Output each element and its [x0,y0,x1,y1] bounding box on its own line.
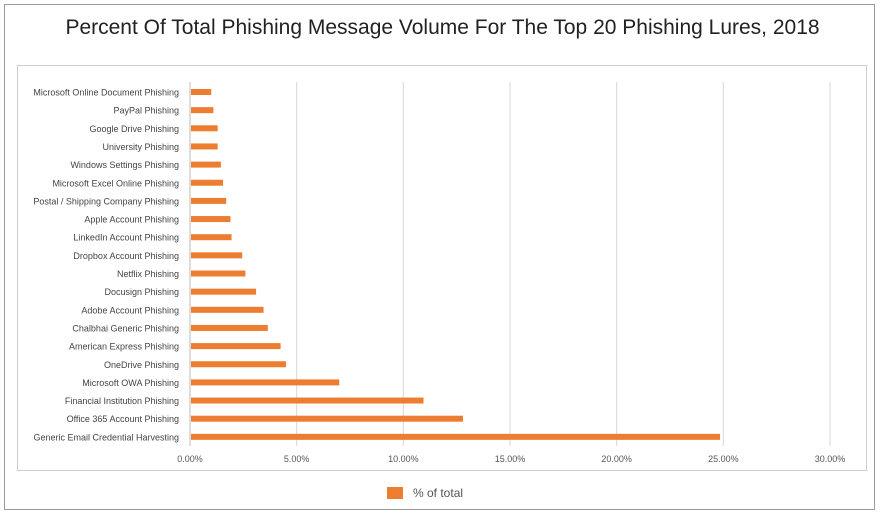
x-tick-label: 30.00% [815,454,846,464]
bar [191,270,246,277]
category-label: LinkedIn Account Phishing [73,233,179,243]
category-label: Docusign Phishing [104,287,179,297]
category-label: Generic Email Credential Harvesting [33,432,179,442]
category-label: Microsoft OWA Phishing [82,378,179,388]
category-label: Apple Account Phishing [84,215,179,225]
category-label: Windows Settings Phishing [70,160,179,170]
bar [191,125,218,132]
category-label: Netflix Phishing [117,269,179,279]
category-label: Dropbox Account Phishing [73,251,179,261]
x-tick-label: 20.00% [601,454,632,464]
bar [191,415,463,422]
category-label: Office 365 Account Phishing [67,414,179,424]
bar [191,433,721,440]
bar [191,343,281,350]
category-label: Microsoft Online Document Phishing [33,88,179,98]
category-label: Postal / Shipping Company Phishing [33,196,179,206]
category-label: American Express Phishing [69,342,179,352]
category-label: Chalbhai Generic Phishing [72,323,179,333]
bar [191,107,214,114]
bar [191,143,218,150]
legend: % of total [387,486,463,500]
category-label: Google Drive Phishing [89,124,179,134]
bar [191,252,243,259]
x-tick-label: 10.00% [388,454,419,464]
bar [191,234,232,241]
category-label: Adobe Account Phishing [81,305,179,315]
plot-area [17,65,867,471]
bar [191,216,231,223]
bar [191,306,264,313]
bar [191,397,424,404]
category-label: PayPal Phishing [113,106,179,116]
bar [191,179,223,186]
x-tick-label: 25.00% [708,454,739,464]
x-tick-label: 5.00% [284,454,310,464]
legend-label: % of total [413,486,464,500]
category-label: University Phishing [102,142,179,152]
bar [191,361,286,368]
bar [191,197,227,204]
x-tick-label: 0.00% [177,454,203,464]
category-label: Microsoft Excel Online Phishing [52,178,179,188]
x-tick-label: 15.00% [495,454,526,464]
bar [191,161,221,168]
category-label: OneDrive Phishing [104,360,179,370]
bar [191,379,340,386]
legend-swatch [387,487,403,499]
category-label: Financial Institution Phishing [65,396,179,406]
chart-frame [4,4,875,510]
bar [191,89,212,95]
bar [191,324,268,331]
chart-title: Percent Of Total Phishing Message Volume… [65,16,820,39]
bar [191,288,257,295]
